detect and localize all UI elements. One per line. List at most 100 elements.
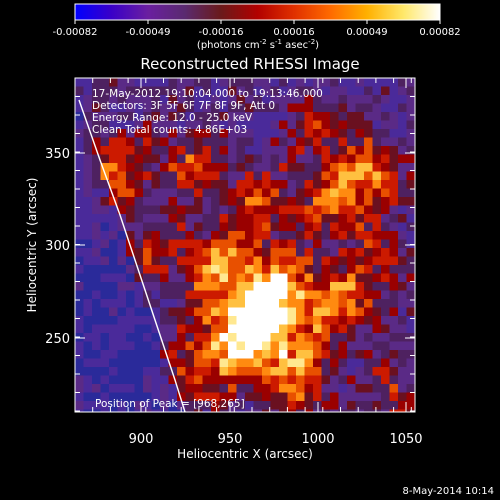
heatmap-cell (338, 180, 348, 189)
heatmap-cell (83, 112, 93, 121)
heatmap-cell (321, 95, 331, 104)
heatmap-cell (236, 350, 246, 359)
heatmap-cell (262, 231, 271, 240)
heatmap-cell (92, 180, 101, 189)
heatmap-cell (355, 163, 365, 172)
heatmap-cell (117, 384, 127, 393)
heatmap-cell (262, 341, 271, 351)
heatmap-cell (381, 95, 390, 104)
heatmap-cell (270, 392, 280, 402)
heatmap-cell (143, 188, 152, 198)
heatmap-cell (355, 95, 365, 104)
heatmap-cell (228, 350, 237, 359)
heatmap-cell (253, 290, 263, 300)
heatmap-cell (279, 333, 288, 342)
heatmap-cell (75, 256, 84, 266)
heatmap-cell (406, 205, 415, 215)
heatmap-cell (389, 180, 399, 189)
heatmap-cell (202, 205, 212, 215)
heatmap-cell (92, 222, 101, 232)
heatmap-cell (262, 307, 271, 317)
heatmap-cell (330, 129, 339, 138)
heatmap-cell (185, 401, 195, 410)
heatmap-cell (75, 163, 84, 172)
heatmap-cell (364, 171, 373, 181)
heatmap-cell (372, 392, 382, 402)
heatmap-cell (262, 350, 271, 359)
heatmap-cell (143, 265, 152, 274)
heatmap-cell (355, 333, 365, 342)
heatmap-cell (304, 205, 314, 215)
heatmap-cell (117, 409, 127, 412)
x-tick-1050: 1050 (389, 432, 422, 447)
heatmap-cell (406, 214, 415, 223)
heatmap-cell (185, 120, 195, 130)
heatmap-cell (92, 282, 101, 291)
heatmap-cell (364, 367, 373, 376)
heatmap-cell (126, 231, 135, 240)
heatmap-cell (92, 384, 101, 393)
heatmap-cell (338, 307, 348, 317)
heatmap-cell (185, 341, 195, 351)
heatmap-cell (347, 231, 356, 240)
heatmap-cell (177, 375, 186, 385)
heatmap-cell (253, 197, 263, 206)
heatmap-cell (117, 273, 127, 283)
heatmap-cell (287, 273, 297, 283)
heatmap-cell (406, 154, 415, 164)
heatmap-cell (262, 171, 271, 181)
heatmap-cell (245, 265, 254, 274)
heatmap-cell (100, 95, 110, 104)
heatmap-cell (270, 265, 280, 274)
heatmap-cell (177, 341, 186, 351)
heatmap-cell (347, 129, 356, 138)
heatmap-cell (245, 137, 254, 147)
heatmap-cell (211, 239, 220, 249)
heatmap-cell (177, 163, 186, 172)
heatmap-cell (245, 307, 254, 317)
heatmap-cell (134, 205, 144, 215)
heatmap-cell (117, 358, 127, 368)
heatmap-cell (253, 171, 263, 181)
heatmap-cell (321, 78, 331, 87)
heatmap-cell (364, 154, 373, 164)
heatmap-cell (330, 146, 339, 155)
heatmap-cell (253, 214, 263, 223)
heatmap-cell (160, 163, 169, 172)
heatmap-cell (160, 333, 169, 342)
heatmap-cell (219, 205, 229, 215)
heatmap-cell (262, 248, 271, 257)
heatmap-cell (202, 197, 212, 206)
heatmap-cell (296, 282, 305, 291)
heatmap-cell (381, 265, 390, 274)
heatmap-cell (406, 163, 415, 172)
heatmap-cell (406, 350, 415, 359)
heatmap-cell (296, 120, 305, 130)
heatmap-cell (219, 248, 229, 257)
heatmap-cell (202, 154, 212, 164)
heatmap-cell (321, 103, 331, 113)
heatmap-cell (151, 350, 161, 359)
heatmap-cell (398, 95, 407, 104)
heatmap-cell (296, 154, 305, 164)
heatmap-cell (168, 307, 178, 317)
heatmap-cell (321, 86, 331, 96)
heatmap-cell (389, 171, 399, 181)
heatmap-cell (330, 341, 339, 351)
heatmap-cell (287, 214, 297, 223)
heatmap-cell (389, 222, 399, 232)
heatmap-cell (202, 86, 212, 96)
heatmap-cell (219, 239, 229, 249)
heatmap-cell (270, 256, 280, 266)
heatmap-cell (398, 367, 407, 376)
info-line-time: 17-May-2012 19:10:04.000 to 19:13:46.000 (92, 88, 323, 100)
heatmap-cell (228, 112, 237, 121)
heatmap-cell (109, 86, 118, 96)
heatmap-cell (75, 401, 84, 410)
heatmap-cell (304, 120, 314, 130)
heatmap-cell (228, 367, 237, 376)
heatmap-cell (100, 239, 110, 249)
heatmap-cell (398, 409, 407, 412)
heatmap-cell (75, 171, 84, 181)
heatmap-cell (245, 163, 254, 172)
